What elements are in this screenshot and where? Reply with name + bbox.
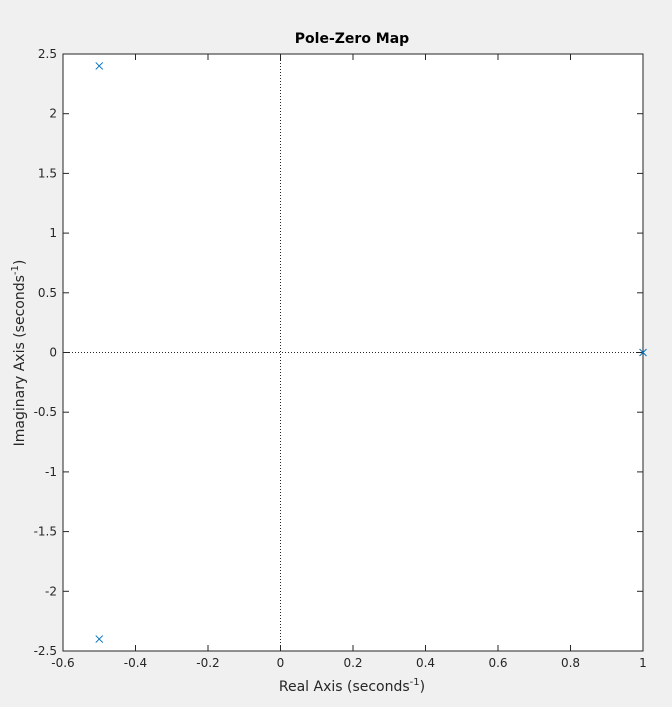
axis-ticks bbox=[62, 53, 644, 652]
pole-markers bbox=[95, 62, 647, 643]
pole-marker bbox=[95, 62, 104, 70]
x-tick-label: 1 bbox=[639, 656, 647, 670]
pole-marker-stroke bbox=[95, 62, 104, 70]
y-tick-label: -2.5 bbox=[34, 644, 57, 658]
y-tick-label: -1 bbox=[45, 465, 57, 479]
x-tick-label: 0.6 bbox=[488, 656, 507, 670]
pole-marker bbox=[95, 635, 104, 643]
x-tick-label: 0.4 bbox=[416, 656, 435, 670]
y-axis-label-text: Imaginary Axis (seconds bbox=[12, 275, 28, 446]
y-tick-label: 2.5 bbox=[38, 47, 57, 61]
x-tick-label: 0.2 bbox=[343, 656, 362, 670]
y-axis-label: Imaginary Axis (seconds-1) bbox=[10, 260, 28, 447]
y-tick-label: 1 bbox=[49, 226, 57, 240]
x-tick-labels: -0.6 -0.4 -0.2 0 0.2 0.4 0.6 0.8 1 bbox=[51, 656, 647, 670]
y-axis-label-exponent: -1 bbox=[10, 265, 21, 275]
y-tick-label: 2 bbox=[49, 107, 57, 121]
x-tick-label: 0.8 bbox=[561, 656, 580, 670]
x-axis-label-suffix: ) bbox=[420, 679, 425, 695]
pole-marker-stroke bbox=[95, 635, 104, 643]
chart-title: Pole-Zero Map bbox=[295, 31, 409, 47]
x-axis-label-exponent: -1 bbox=[410, 677, 420, 688]
x-tick-label: -0.6 bbox=[51, 656, 74, 670]
y-axis-label-suffix: ) bbox=[12, 260, 28, 265]
pole-marker-stroke bbox=[639, 348, 647, 357]
y-tick-label: -0.5 bbox=[34, 405, 57, 419]
y-tick-label: -1.5 bbox=[34, 525, 57, 539]
y-tick-label: 0 bbox=[49, 346, 57, 360]
x-tick-label: -0.2 bbox=[196, 656, 219, 670]
x-axis-label-text: Real Axis (seconds bbox=[279, 679, 410, 695]
y-tick-labels: -2.5 -2 -1.5 -1 -0.5 0 0.5 1 1.5 2 2.5 bbox=[34, 47, 57, 658]
y-tick-label: 1.5 bbox=[38, 166, 57, 180]
x-axis-label: Real Axis (seconds-1) bbox=[279, 677, 425, 695]
pole-marker bbox=[639, 348, 647, 357]
reference-lines bbox=[63, 54, 643, 651]
x-tick-label: -0.4 bbox=[124, 656, 147, 670]
x-tick-label: 0 bbox=[277, 656, 285, 670]
y-tick-label: 0.5 bbox=[38, 286, 57, 300]
y-tick-label: -2 bbox=[45, 584, 57, 598]
